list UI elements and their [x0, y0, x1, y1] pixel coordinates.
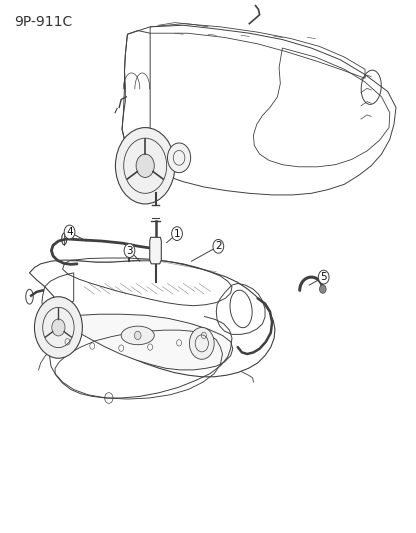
Text: 3: 3	[126, 246, 133, 256]
Ellipse shape	[121, 326, 154, 345]
Circle shape	[319, 285, 326, 293]
Circle shape	[124, 244, 135, 257]
Circle shape	[52, 319, 65, 336]
Circle shape	[213, 239, 224, 253]
Circle shape	[35, 297, 82, 358]
Circle shape	[134, 331, 141, 340]
Circle shape	[189, 327, 214, 359]
Text: 2: 2	[215, 241, 222, 252]
Circle shape	[172, 227, 182, 240]
Text: 4: 4	[66, 227, 73, 237]
Polygon shape	[150, 237, 161, 264]
Circle shape	[64, 225, 75, 239]
Text: 1: 1	[174, 229, 180, 239]
Circle shape	[136, 154, 154, 177]
Text: 9P-911C: 9P-911C	[14, 14, 72, 29]
Text: 5: 5	[320, 272, 327, 282]
Circle shape	[168, 143, 191, 173]
Polygon shape	[45, 314, 233, 370]
Circle shape	[115, 127, 175, 204]
Circle shape	[318, 270, 329, 284]
